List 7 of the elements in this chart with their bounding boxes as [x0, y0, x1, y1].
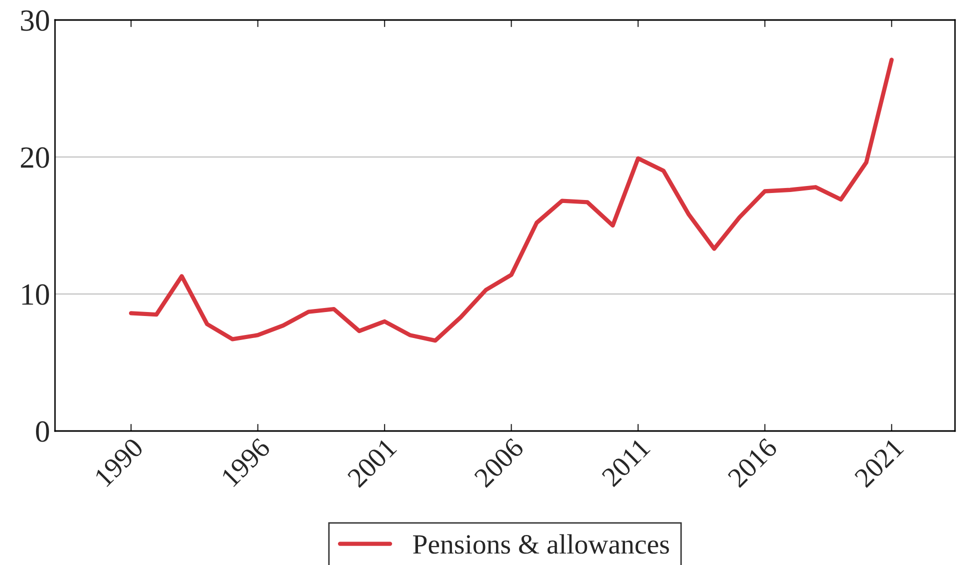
line-series	[128, 58, 894, 343]
legend-label: Pensions & allowances	[413, 534, 669, 554]
y-tick-label: 0	[36, 421, 49, 442]
y-tick-label: 10	[22, 284, 49, 305]
y-tick-label: 20	[20, 147, 49, 168]
x-tick-label: 2011	[600, 438, 651, 488]
y-tick-label: 30	[21, 10, 49, 31]
